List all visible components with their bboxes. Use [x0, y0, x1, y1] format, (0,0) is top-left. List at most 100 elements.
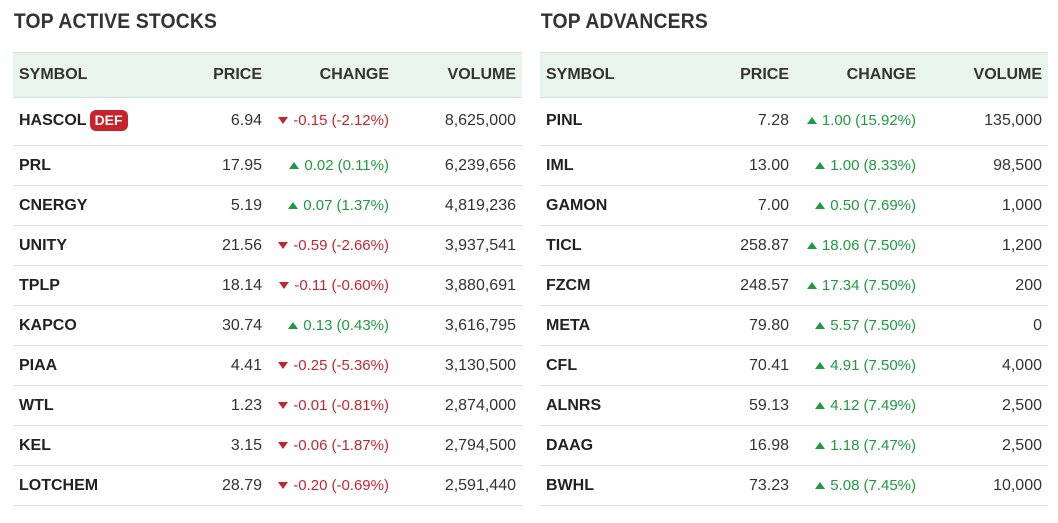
volume-cell: 135,000	[984, 111, 1042, 129]
change-header[interactable]: CHANGE	[319, 66, 389, 83]
table-row[interactable]: ALNRS 59.13 4.12 (7.49%) 2,500	[540, 386, 1048, 426]
change-value: 0.13	[303, 317, 333, 334]
volume-cell: 1,200	[1001, 236, 1042, 254]
symbol-cell: FZCM	[546, 266, 590, 305]
symbol-cell: PINL	[546, 96, 582, 145]
symbol-link[interactable]: WTL	[19, 396, 54, 414]
table-row[interactable]: META 79.80 5.57 (7.50%) 0	[540, 306, 1048, 346]
panel-title: TOP ACTIVE STOCKS	[13, 10, 218, 33]
table-row[interactable]: PIAA 4.41 -0.25 (-5.36%) 3,130,500	[13, 346, 522, 386]
symbol-cell: LOTCHEM	[19, 466, 98, 505]
change-percent: (7.69%)	[863, 197, 916, 214]
symbol-link[interactable]: IML	[546, 156, 574, 174]
change-percent: (7.50%)	[863, 277, 916, 294]
symbol-header[interactable]: SYMBOL	[19, 66, 88, 83]
arrow-up-icon	[815, 482, 826, 489]
table-row[interactable]: WTL 1.23 -0.01 (-0.81%) 2,874,000	[13, 386, 522, 426]
symbol-link[interactable]: KEL	[19, 436, 51, 454]
table-row[interactable]: KAPCO 30.74 0.13 (0.43%) 3,616,795	[13, 306, 522, 346]
table-row[interactable]: GAMON 7.00 0.50 (7.69%) 1,000	[540, 186, 1048, 226]
table-row[interactable]: TICL 258.87 18.06 (7.50%) 1,200	[540, 226, 1048, 266]
symbol-link[interactable]: META	[546, 316, 591, 334]
price-cell: 258.87	[740, 236, 789, 254]
volume-cell: 2,500	[1001, 436, 1042, 454]
volume-cell: 1,000	[1001, 196, 1042, 214]
arrow-up-icon	[806, 242, 817, 249]
change-value: 5.57	[830, 317, 860, 334]
symbol-cell: BWHL	[546, 466, 594, 505]
price-cell: 7.00	[757, 196, 789, 214]
symbol-link[interactable]: UNITY	[19, 236, 67, 254]
arrow-down-icon	[278, 117, 289, 124]
change-cell: -0.11 (-0.60%)	[279, 266, 389, 305]
change-percent: (-0.81%)	[331, 397, 389, 414]
price-cell: 21.56	[221, 236, 262, 254]
change-percent: (7.47%)	[863, 437, 916, 454]
change-percent: (7.49%)	[863, 397, 916, 414]
symbol-link[interactable]: CNERGY	[19, 196, 88, 214]
symbol-link[interactable]: GAMON	[546, 196, 608, 214]
symbol-link[interactable]: PRL	[19, 156, 51, 174]
change-value: 0.07	[303, 197, 333, 214]
volume-header[interactable]: VOLUME	[447, 66, 516, 83]
symbol-link[interactable]: TPLP	[19, 276, 60, 294]
symbol-cell: WTL	[19, 386, 54, 425]
symbol-cell: ALNRS	[546, 386, 601, 425]
symbol-link[interactable]: KAPCO	[19, 316, 77, 334]
symbol-link[interactable]: FZCM	[546, 276, 591, 294]
price-cell: 1.23	[230, 396, 262, 414]
change-cell: 5.57 (7.50%)	[815, 306, 916, 345]
change-percent: (7.45%)	[863, 477, 916, 494]
change-value: 1.00	[830, 157, 860, 174]
symbol-link[interactable]: BWHL	[546, 476, 594, 494]
symbol-link[interactable]: LOTCHEM	[19, 476, 99, 494]
change-cell: 0.02 (0.11%)	[289, 146, 389, 185]
change-header[interactable]: CHANGE	[846, 66, 916, 83]
volume-cell: 3,130,500	[444, 356, 516, 374]
change-cell: 0.50 (7.69%)	[815, 186, 916, 225]
symbol-link[interactable]: ALNRS	[546, 396, 602, 414]
change-cell: 0.13 (0.43%)	[288, 306, 389, 345]
table-row[interactable]: FZCM 248.57 17.34 (7.50%) 200	[540, 266, 1048, 306]
table-row[interactable]: BWHL 73.23 5.08 (7.45%) 10,000	[540, 466, 1048, 506]
table-row[interactable]: HASCOL DEF 6.94 -0.15 (-2.12%) 8,625,000	[13, 96, 522, 146]
price-header[interactable]: PRICE	[213, 66, 262, 83]
table-row[interactable]: DAAG 16.98 1.18 (7.47%) 2,500	[540, 426, 1048, 466]
change-value: 0.50	[830, 197, 860, 214]
price-cell: 28.79	[221, 476, 262, 494]
arrow-down-icon	[278, 242, 289, 249]
table-row[interactable]: CNERGY 5.19 0.07 (1.37%) 4,819,236	[13, 186, 522, 226]
table-row[interactable]: UNITY 21.56 -0.59 (-2.66%) 3,937,541	[13, 226, 522, 266]
symbol-link[interactable]: DAAG	[546, 436, 594, 454]
symbol-link[interactable]: HASCOL	[19, 111, 87, 129]
table-row[interactable]: PINL 7.28 1.00 (15.92%) 135,000	[540, 96, 1048, 146]
change-percent: (7.50%)	[863, 357, 916, 374]
arrow-down-icon	[278, 362, 289, 369]
change-value: -0.01	[293, 397, 328, 414]
price-cell: 16.98	[748, 436, 789, 454]
volume-cell: 3,616,795	[444, 316, 516, 334]
change-cell: 1.00 (8.33%)	[815, 146, 916, 185]
table-row[interactable]: LOTCHEM 28.79 -0.20 (-0.69%) 2,591,440	[13, 466, 522, 506]
symbol-link[interactable]: PIAA	[19, 356, 58, 374]
symbol-link[interactable]: PINL	[546, 111, 583, 129]
price-cell: 59.13	[748, 396, 789, 414]
price-cell: 5.19	[230, 196, 262, 214]
volume-header[interactable]: VOLUME	[973, 66, 1042, 83]
change-percent: (0.11%)	[337, 157, 389, 174]
change-value: -0.11	[294, 277, 328, 294]
price-header[interactable]: PRICE	[740, 66, 789, 83]
table-row[interactable]: IML 13.00 1.00 (8.33%) 98,500	[540, 146, 1048, 186]
default-badge: DEF	[89, 110, 128, 131]
change-cell: 1.00 (15.92%)	[806, 96, 916, 145]
table-row[interactable]: TPLP 18.14 -0.11 (-0.60%) 3,880,691	[13, 266, 522, 306]
arrow-up-icon	[289, 162, 300, 169]
symbol-cell: UNITY	[19, 226, 67, 265]
symbol-link[interactable]: CFL	[546, 356, 578, 374]
table-row[interactable]: CFL 70.41 4.91 (7.50%) 4,000	[540, 346, 1048, 386]
symbol-header[interactable]: SYMBOL	[546, 66, 615, 83]
table-row[interactable]: KEL 3.15 -0.06 (-1.87%) 2,794,500	[13, 426, 522, 466]
table-row[interactable]: PRL 17.95 0.02 (0.11%) 6,239,656	[13, 146, 522, 186]
symbol-cell: TPLP	[19, 266, 60, 305]
symbol-link[interactable]: TICL	[546, 236, 582, 254]
